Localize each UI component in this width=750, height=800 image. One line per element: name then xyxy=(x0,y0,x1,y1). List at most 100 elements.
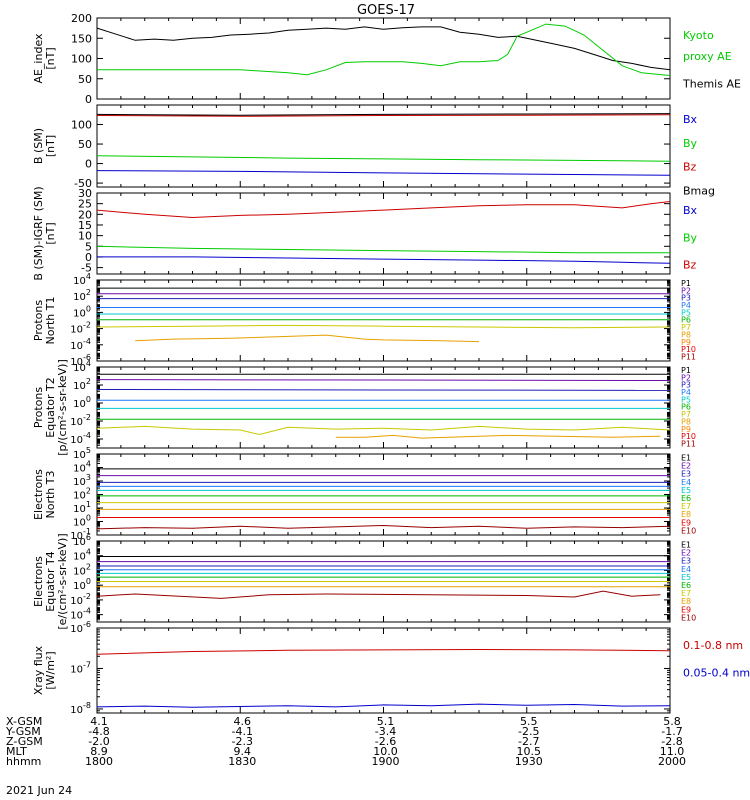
y-tick-label: -5 xyxy=(81,262,92,275)
legend-label: P7 xyxy=(681,410,691,419)
panel-frame xyxy=(96,453,671,536)
legend-label: P3 xyxy=(681,381,691,390)
legend-label: E9 xyxy=(681,518,691,527)
orbit-value: 1930 xyxy=(515,755,543,768)
orbit-value: 4.1 xyxy=(90,715,108,728)
legend-label: Bz xyxy=(683,259,697,272)
y-axis-label: [nT] xyxy=(44,135,57,157)
y-axis-label: Xray flux xyxy=(32,645,45,695)
series-p8 xyxy=(335,434,661,439)
y-tick-label: 200 xyxy=(71,12,92,25)
orbit-value: 5.8 xyxy=(663,715,681,728)
legend-label: E10 xyxy=(681,526,696,535)
legend-label: E5 xyxy=(681,486,691,495)
y-axis-label: Equator T4 xyxy=(44,551,57,611)
legend-label: P11 xyxy=(681,440,696,449)
legend-label: E4 xyxy=(681,565,691,574)
y-axis-label: Protons xyxy=(32,300,45,341)
legend-label: E5 xyxy=(681,573,691,582)
orbit-value: 4.6 xyxy=(234,715,252,728)
series-e10 xyxy=(96,590,661,599)
y-axis-label: Electrons xyxy=(32,556,45,607)
y-tick-label: 10-2 xyxy=(70,321,91,336)
y-axis-label: B (SM) xyxy=(32,128,45,164)
y-tick-label: 100 xyxy=(73,577,91,592)
y-tick-label: 0 xyxy=(85,251,92,264)
y-axis-label: [nT] xyxy=(44,222,57,244)
legend-label: P1 xyxy=(681,366,691,375)
y-tick-label: 102 xyxy=(73,562,91,577)
series-p8 xyxy=(135,334,480,343)
orbit-value: -2.6 xyxy=(375,735,396,748)
series-e10 xyxy=(96,524,671,530)
y-axis-label: North T3 xyxy=(44,471,57,519)
legend-label: E8 xyxy=(681,597,691,606)
series-p3 xyxy=(96,389,671,391)
y-tick-label: 102 xyxy=(73,377,91,392)
y-tick-label: 10-2 xyxy=(70,413,91,428)
orbit-value: 5.1 xyxy=(377,715,395,728)
panel-frame xyxy=(96,627,671,714)
orbit-value: -1.7 xyxy=(661,725,682,738)
orbit-table: X-GSM 4.1 4.6 5.1 5.5 5.8Y-GSM -4.8 -4.1 -3.4 -2.… xyxy=(5,715,686,768)
legend-label: E1 xyxy=(681,453,691,462)
orbit-value: -4.1 xyxy=(232,725,253,738)
y-tick-label: 100 xyxy=(73,395,91,410)
y-tick-label: 10-6 xyxy=(70,620,91,635)
legend-label: P3 xyxy=(681,294,691,303)
y-tick-label: 10-8 xyxy=(70,701,91,716)
orbit-value: 2000 xyxy=(658,755,686,768)
legend-label: 0.05-0.4 nm xyxy=(683,666,750,679)
series-bmag xyxy=(96,113,671,116)
orbit-value: -2.0 xyxy=(88,735,109,748)
orbit-row-label: Y-GSM xyxy=(5,725,41,738)
series-e1 xyxy=(96,555,671,557)
legend-label: E1 xyxy=(681,540,691,549)
legend-label: P7 xyxy=(681,323,691,332)
legend-label: P4 xyxy=(681,301,691,310)
panel-2: -50 0 50 100 B (SM) [nT] Bx By Bz Bmag xyxy=(32,104,715,197)
legend-label: proxy AE xyxy=(683,50,732,63)
orbit-value: -2.7 xyxy=(518,735,539,748)
y-tick-label: 25 xyxy=(78,198,92,211)
y-axis-label: AE_index xyxy=(32,33,45,84)
legend-label: P8 xyxy=(681,330,691,339)
y-axis-label: Equator T2 xyxy=(44,377,57,437)
y-tick-label: 10 xyxy=(78,230,92,243)
orbit-row-label: MLT xyxy=(6,745,27,758)
y-axis-label: [nT] xyxy=(44,47,57,69)
y-tick-label: 50 xyxy=(78,73,92,86)
legend-label: E6 xyxy=(681,581,691,590)
legend-label: P10 xyxy=(681,345,696,354)
orbit-value: 9.4 xyxy=(234,745,252,758)
y-axis-label: Protons xyxy=(32,387,45,428)
orbit-row-label: hhmm xyxy=(6,755,41,768)
legend-label: Themis AE xyxy=(682,77,741,90)
y-tick-label: 10-4 xyxy=(70,431,91,446)
y-tick-label: 10-7 xyxy=(70,660,91,675)
orbit-value: 5.5 xyxy=(520,715,538,728)
plot-title: GOES-17 xyxy=(357,3,415,18)
legend-label: E10 xyxy=(681,613,696,622)
y-tick-label: 102 xyxy=(73,288,91,303)
y-tick-label: 0 xyxy=(85,158,92,171)
legend-label: E3 xyxy=(681,470,691,479)
y-axis-label: North T1 xyxy=(44,297,57,345)
legend-label: P4 xyxy=(681,388,691,397)
legend-label: P9 xyxy=(681,338,691,347)
legend-label: E3 xyxy=(681,557,691,566)
legend-label: P10 xyxy=(681,432,696,441)
series-p7 xyxy=(96,324,671,329)
legend-label: By xyxy=(683,137,698,150)
legend-label: E7 xyxy=(681,502,691,511)
orbit-row-label: Z-GSM xyxy=(6,735,43,748)
orbit-value: -3.4 xyxy=(375,725,396,738)
panel-frame xyxy=(96,279,671,362)
legend-label: Kyoto xyxy=(683,29,714,42)
series-0.1-0.8-nm xyxy=(96,648,671,655)
